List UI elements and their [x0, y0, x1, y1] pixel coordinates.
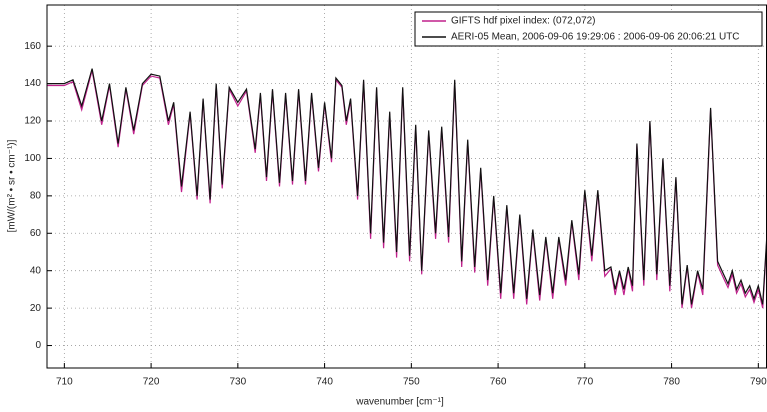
y-axis-label: [mW/(m² • sr • cm⁻¹)] — [7, 139, 18, 232]
x-tick-label: 720 — [143, 377, 160, 388]
x-tick-label: 710 — [56, 377, 73, 388]
legend-label: GIFTS hdf pixel index: (072,072) — [451, 16, 596, 27]
y-tick-label: 160 — [24, 41, 41, 52]
y-tick-label: 20 — [30, 303, 42, 314]
x-tick-label: 730 — [229, 377, 246, 388]
y-tick-label: 120 — [24, 116, 41, 127]
y-tick-label: 140 — [24, 78, 41, 89]
y-tick-label: 60 — [30, 228, 42, 239]
y-tick-label: 0 — [35, 340, 41, 351]
y-tick-label: 40 — [30, 265, 42, 276]
y-tick-label: 80 — [30, 190, 42, 201]
series-line — [47, 68, 767, 305]
x-tick-label: 740 — [316, 377, 333, 388]
x-tick-label: 770 — [576, 377, 593, 388]
legend-label: AERI-05 Mean, 2006-09-06 19:29:06 : 2006… — [451, 32, 740, 43]
x-tick-label: 750 — [403, 377, 420, 388]
x-tick-label: 790 — [750, 377, 767, 388]
x-axis-label: wavenumber [cm⁻¹] — [355, 397, 444, 408]
legend-box — [414, 11, 763, 47]
y-tick-label: 100 — [24, 153, 41, 164]
x-tick-label: 780 — [663, 377, 680, 388]
x-tick-label: 760 — [490, 377, 507, 388]
